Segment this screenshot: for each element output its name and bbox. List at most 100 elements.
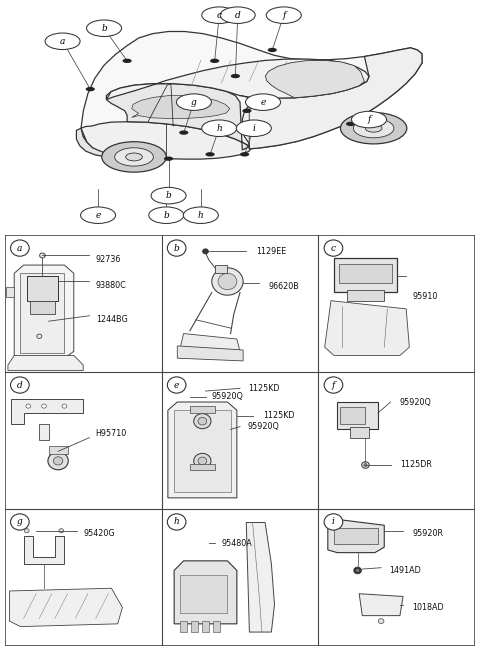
Circle shape <box>168 377 186 393</box>
Circle shape <box>183 207 218 223</box>
Circle shape <box>353 119 394 138</box>
Circle shape <box>324 514 343 530</box>
Circle shape <box>48 452 68 470</box>
Text: e: e <box>260 97 266 106</box>
Circle shape <box>356 569 359 572</box>
Circle shape <box>365 125 382 132</box>
Polygon shape <box>359 594 403 616</box>
Polygon shape <box>81 32 422 157</box>
Text: 95920Q: 95920Q <box>400 397 432 406</box>
Text: i: i <box>332 517 335 526</box>
Bar <box>203 621 209 632</box>
Circle shape <box>240 152 249 156</box>
Text: 1129EE: 1129EE <box>256 247 286 256</box>
Bar <box>180 621 187 632</box>
Text: H95710: H95710 <box>96 429 127 438</box>
Polygon shape <box>8 356 83 371</box>
Circle shape <box>231 74 240 79</box>
Text: h: h <box>216 124 222 133</box>
Bar <box>215 265 228 273</box>
Circle shape <box>11 514 29 530</box>
Text: b: b <box>101 24 107 32</box>
Bar <box>21 273 64 352</box>
Circle shape <box>164 156 173 161</box>
Text: 1125DR: 1125DR <box>400 461 432 469</box>
Text: d: d <box>17 380 23 389</box>
Circle shape <box>126 153 142 161</box>
Circle shape <box>53 457 63 465</box>
Text: h: h <box>198 211 204 220</box>
Bar <box>213 621 220 632</box>
Circle shape <box>42 404 47 408</box>
Circle shape <box>62 404 67 408</box>
Circle shape <box>236 120 271 136</box>
Text: f: f <box>367 115 371 124</box>
Circle shape <box>45 33 80 49</box>
Text: 95920Q: 95920Q <box>212 392 244 401</box>
Circle shape <box>179 130 188 135</box>
Polygon shape <box>39 424 48 440</box>
Text: b: b <box>174 243 180 252</box>
Polygon shape <box>168 402 237 498</box>
Text: 96620B: 96620B <box>268 282 299 291</box>
Circle shape <box>37 334 42 339</box>
Text: f: f <box>282 10 286 19</box>
Circle shape <box>351 111 386 128</box>
Circle shape <box>220 7 255 23</box>
Text: 1491AD: 1491AD <box>389 566 420 575</box>
Circle shape <box>59 529 63 533</box>
Polygon shape <box>48 446 68 454</box>
Circle shape <box>205 152 215 156</box>
Circle shape <box>149 207 184 223</box>
Bar <box>334 258 397 293</box>
Polygon shape <box>180 334 240 351</box>
Circle shape <box>364 463 367 467</box>
Circle shape <box>40 253 45 258</box>
Polygon shape <box>10 588 122 626</box>
Circle shape <box>194 454 211 469</box>
Text: 95920R: 95920R <box>412 529 444 538</box>
Text: b: b <box>163 211 169 220</box>
Text: 95910: 95910 <box>412 292 438 301</box>
Polygon shape <box>30 300 55 314</box>
Circle shape <box>242 108 252 113</box>
Circle shape <box>202 120 237 136</box>
Circle shape <box>378 618 384 624</box>
Polygon shape <box>14 265 74 358</box>
Circle shape <box>210 58 219 63</box>
Text: 92736: 92736 <box>96 255 121 264</box>
Circle shape <box>212 268 243 295</box>
Circle shape <box>115 148 154 166</box>
Circle shape <box>11 240 29 256</box>
Circle shape <box>198 457 207 465</box>
Text: 93880C: 93880C <box>96 281 127 290</box>
Circle shape <box>177 94 211 110</box>
Text: 1244BG: 1244BG <box>96 315 128 324</box>
Circle shape <box>361 461 369 469</box>
Polygon shape <box>107 59 369 99</box>
Polygon shape <box>6 287 14 297</box>
Polygon shape <box>328 520 384 553</box>
Text: 95920Q: 95920Q <box>248 422 280 431</box>
Bar <box>350 426 369 437</box>
Bar <box>337 402 378 430</box>
Circle shape <box>168 514 186 530</box>
Bar <box>339 263 392 283</box>
Text: f: f <box>332 380 335 389</box>
Circle shape <box>81 207 116 223</box>
Text: e: e <box>174 380 180 389</box>
Polygon shape <box>177 346 243 361</box>
Text: i: i <box>252 124 255 133</box>
Text: a: a <box>60 37 65 46</box>
Polygon shape <box>107 84 249 150</box>
Circle shape <box>26 404 31 408</box>
Text: c: c <box>331 243 336 252</box>
Polygon shape <box>81 122 252 159</box>
Circle shape <box>324 240 343 256</box>
Circle shape <box>203 249 208 254</box>
Circle shape <box>168 240 186 256</box>
Circle shape <box>202 7 237 23</box>
Polygon shape <box>24 536 64 563</box>
Circle shape <box>151 188 186 204</box>
Bar <box>180 574 228 613</box>
